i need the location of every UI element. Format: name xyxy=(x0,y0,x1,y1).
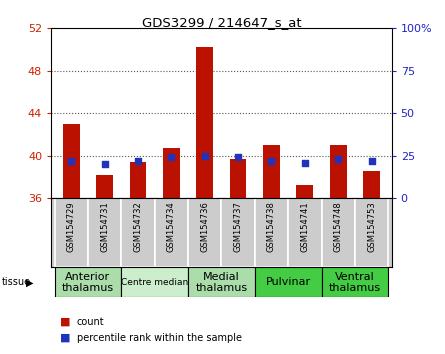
Text: Centre median: Centre median xyxy=(121,278,188,287)
Text: Anterior
thalamus: Anterior thalamus xyxy=(62,272,114,293)
Point xyxy=(301,160,308,165)
Bar xyxy=(63,124,80,198)
Point xyxy=(235,155,242,160)
Bar xyxy=(322,267,388,297)
Text: GSM154736: GSM154736 xyxy=(200,201,209,252)
Point xyxy=(68,158,75,164)
Bar xyxy=(363,171,380,198)
Text: GDS3299 / 214647_s_at: GDS3299 / 214647_s_at xyxy=(142,16,301,29)
Text: Medial
thalamus: Medial thalamus xyxy=(195,272,247,293)
Text: GSM154741: GSM154741 xyxy=(300,201,309,252)
Point xyxy=(201,153,208,159)
Bar xyxy=(88,198,121,267)
Text: GSM154753: GSM154753 xyxy=(367,201,376,252)
Bar xyxy=(188,198,222,267)
Bar xyxy=(355,198,388,267)
Text: GSM154738: GSM154738 xyxy=(267,201,276,252)
Point xyxy=(134,158,142,164)
Bar xyxy=(155,198,188,267)
Point xyxy=(168,155,175,160)
Bar xyxy=(55,267,121,297)
Bar xyxy=(330,145,347,198)
Bar xyxy=(96,175,113,198)
Bar xyxy=(263,145,280,198)
Point xyxy=(368,158,375,164)
Bar xyxy=(121,267,188,297)
Text: Pulvinar: Pulvinar xyxy=(266,277,311,287)
Point xyxy=(101,161,108,167)
Text: ■: ■ xyxy=(60,333,71,343)
Text: GSM154734: GSM154734 xyxy=(167,201,176,252)
Bar xyxy=(196,47,213,198)
Text: count: count xyxy=(77,317,105,327)
Bar xyxy=(222,198,255,267)
Bar xyxy=(255,198,288,267)
Bar xyxy=(230,159,247,198)
Text: GSM154737: GSM154737 xyxy=(234,201,243,252)
Text: GSM154731: GSM154731 xyxy=(100,201,109,252)
Point xyxy=(335,156,342,162)
Bar xyxy=(188,267,255,297)
Bar xyxy=(163,148,180,198)
Bar xyxy=(288,198,322,267)
Text: percentile rank within the sample: percentile rank within the sample xyxy=(77,333,242,343)
Text: GSM154732: GSM154732 xyxy=(134,201,142,252)
Text: GSM154729: GSM154729 xyxy=(67,201,76,252)
Point xyxy=(268,158,275,164)
Bar xyxy=(121,198,155,267)
Text: tissue: tissue xyxy=(2,277,31,287)
Text: Ventral
thalamus: Ventral thalamus xyxy=(329,272,381,293)
Bar xyxy=(129,162,146,198)
Bar xyxy=(296,185,313,198)
Text: ■: ■ xyxy=(60,317,71,327)
Text: GSM154748: GSM154748 xyxy=(334,201,343,252)
Bar xyxy=(55,198,88,267)
Bar xyxy=(255,267,322,297)
Text: ▶: ▶ xyxy=(26,277,33,287)
Bar xyxy=(322,198,355,267)
